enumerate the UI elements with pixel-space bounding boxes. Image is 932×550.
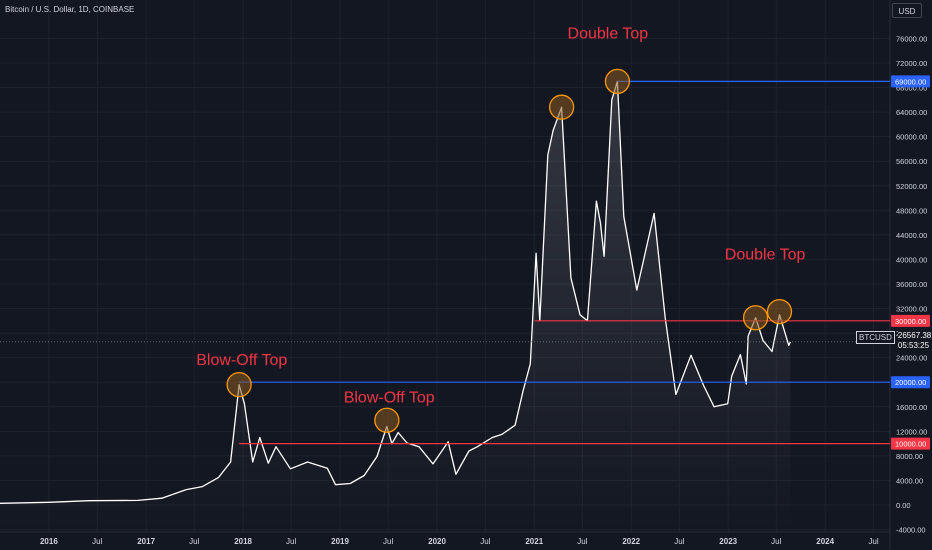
level-price-label: 20000.00: [895, 378, 926, 387]
x-tick-label: Jul: [92, 537, 102, 546]
level-price-label: 10000.00: [895, 440, 926, 449]
x-tick-label: Jul: [868, 537, 878, 546]
y-tick-label: 4000.00: [896, 476, 923, 485]
peak-highlight-circle: [226, 372, 252, 398]
y-tick-label: 0.00: [896, 501, 911, 510]
peak-highlight-circle: [374, 407, 400, 433]
x-tick-label: Jul: [577, 537, 587, 546]
y-tick-label: 24000.00: [896, 354, 927, 363]
last-price-tag: BTCUSD 26567.38 05:53:25: [856, 331, 932, 351]
level-price-badge: [891, 437, 930, 450]
y-tick-label: 72000.00: [896, 59, 927, 68]
y-tick-label: 36000.00: [896, 280, 927, 289]
y-tick-label: 32000.00: [896, 305, 927, 314]
peak-highlight-circle: [766, 298, 793, 325]
last-price-value: 26567.38: [897, 331, 932, 340]
annotation-label: Double Top: [568, 25, 649, 42]
bar-countdown: 05:53:25: [897, 341, 930, 350]
symbol-title[interactable]: Bitcoin / U.S. Dollar, 1D, COINBASE: [5, 5, 135, 14]
x-tick-label: 2021: [525, 537, 543, 546]
level-price-badge: [891, 75, 930, 88]
y-tick-label: 48000.00: [896, 206, 927, 215]
ticker-label: BTCUSD: [856, 331, 895, 344]
x-tick-label: Jul: [189, 537, 199, 546]
last-price-box: 26567.38 05:53:25: [897, 331, 932, 351]
peak-highlight-circle: [742, 305, 769, 331]
level-price-badge: [891, 314, 930, 327]
x-tick-label: Jul: [383, 537, 393, 546]
annotation-label: Double Top: [725, 246, 806, 263]
level-price-badge: [891, 376, 930, 389]
x-tick-label: 2017: [137, 537, 155, 546]
y-tick-label: 12000.00: [896, 427, 927, 436]
y-tick-label: 56000.00: [896, 157, 927, 166]
level-price-label: 69000.00: [895, 77, 926, 86]
x-tick-label: Jul: [286, 537, 296, 546]
y-tick-label: 16000.00: [896, 403, 927, 412]
y-tick-label: 64000.00: [896, 108, 927, 117]
x-tick-label: 2024: [816, 537, 834, 546]
annotation-label: Blow-Off Top: [344, 389, 435, 406]
x-tick-label: 2019: [331, 537, 349, 546]
peak-highlight-circle: [604, 68, 631, 95]
y-tick-label: 40000.00: [896, 255, 927, 264]
price-line: [0, 80, 791, 504]
y-tick-label: 8000.00: [896, 452, 923, 461]
y-tick-label: 76000.00: [896, 34, 927, 43]
x-tick-label: Jul: [480, 537, 490, 546]
x-tick-label: 2023: [719, 537, 737, 546]
x-tick-label: 2022: [622, 537, 640, 546]
y-tick-label: 52000.00: [896, 182, 927, 191]
x-tick-label: 2020: [428, 537, 446, 546]
y-tick-label: -4000.00: [896, 526, 926, 535]
y-tick-label: 60000.00: [896, 133, 927, 142]
annotation-label: Blow-Off Top: [196, 352, 287, 369]
x-tick-label: Jul: [771, 537, 781, 546]
x-tick-label: 2018: [234, 537, 252, 546]
y-tick-label: 68000.00: [896, 84, 927, 93]
x-tick-label: 2016: [40, 537, 58, 546]
x-tick-label: Jul: [674, 537, 684, 546]
y-tick-label: 44000.00: [896, 231, 927, 240]
price-area: [0, 81, 791, 532]
peak-highlight-circle: [548, 94, 575, 120]
currency-button[interactable]: USD: [892, 3, 922, 18]
level-price-label: 30000.00: [895, 317, 926, 326]
